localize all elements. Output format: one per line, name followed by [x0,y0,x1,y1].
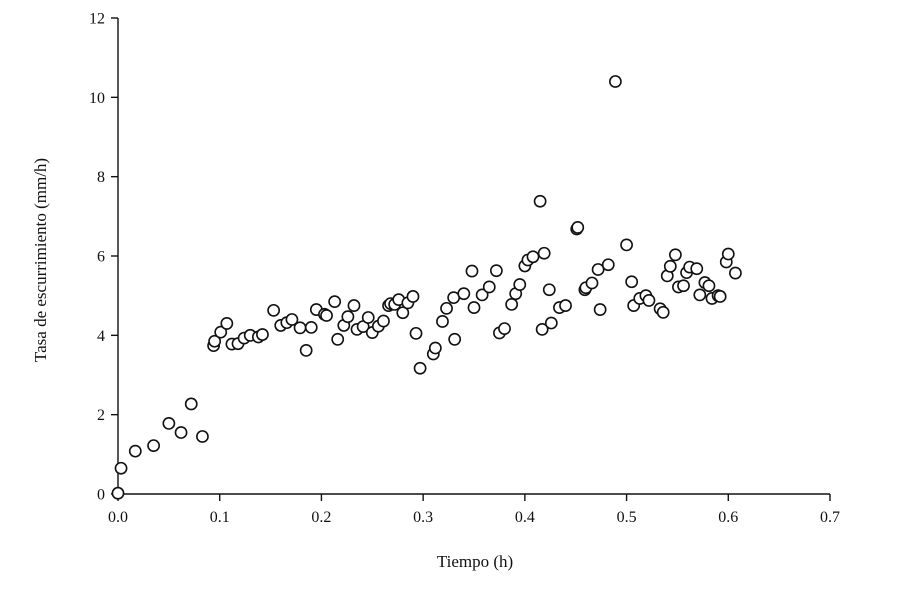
data-point [537,246,551,260]
y-tick-label: 8 [97,169,105,186]
data-point [347,299,361,312]
y-tick-label: 12 [89,11,105,28]
data-point [482,280,496,294]
data-point [601,258,615,272]
data-point [128,444,142,458]
data-point [436,315,449,328]
data-point [677,279,690,293]
data-point [571,221,585,234]
data-point [331,332,345,346]
data-point [320,309,333,322]
data-point [542,283,556,297]
data-point [341,310,355,324]
data-point [489,264,503,278]
y-tick-label: 4 [97,328,105,345]
data-point [544,316,558,330]
y-tick-label: 10 [89,90,105,107]
data-point [293,321,307,335]
data-point [608,75,622,88]
data-point [713,290,727,303]
data-point [559,299,572,312]
data-point [285,313,299,326]
data-point [256,328,269,341]
data-point [196,430,209,443]
x-tick-label: 0.3 [413,509,433,526]
data-point [535,322,549,336]
x-tick-label: 0.1 [210,509,230,526]
x-tick-label: 0.4 [515,509,535,526]
data-point [162,416,176,430]
data-point [498,322,511,335]
data-point [663,259,677,273]
data-point [428,341,442,355]
data-point [147,439,160,453]
data-point [406,290,420,303]
y-tick-label: 6 [97,249,105,266]
data-point [184,397,198,411]
data-point [690,262,704,276]
data-point [465,264,479,278]
data-point [396,306,410,320]
data-point [656,305,670,319]
data-point [668,248,682,262]
data-point [693,288,707,302]
data-point [361,311,375,324]
data-point [440,301,453,315]
data-point [585,276,599,290]
data-point [214,325,228,339]
data-point [467,301,481,314]
y-axis-label: Tasa de escurrimiento (mm/h) [31,158,50,362]
data-point [702,279,716,293]
data-point [111,486,125,500]
data-points [111,75,742,500]
x-tick-label: 0.7 [820,509,840,526]
data-point [625,275,639,289]
data-point [304,320,318,334]
data-point [448,332,462,346]
data-point [526,250,540,264]
data-point [377,314,390,328]
data-point [475,288,489,302]
data-point [114,461,128,475]
y-tick-label: 2 [97,407,105,424]
data-point [721,247,735,261]
data-point [642,294,656,307]
data-point [413,361,427,375]
data-point [220,317,234,330]
data-point [505,297,519,311]
data-point [409,326,423,340]
y-axis: 0 2 4 6 8 10 12 [89,11,119,504]
x-tick-label: 0.5 [617,509,637,526]
data-point [208,334,222,348]
data-point [299,344,313,357]
x-tick-label: 0.6 [718,509,738,526]
data-point [457,287,471,301]
data-point [593,303,607,316]
x-tick-label: 0.2 [311,509,331,526]
data-point [267,303,281,317]
x-tick-label: 0.0 [108,509,128,526]
x-axis-label: Tiempo (h) [437,552,513,571]
data-point [174,426,188,439]
x-axis: 0.0 0.1 0.2 0.3 0.4 0.5 0.6 0.7 [108,493,840,526]
data-point [729,266,742,280]
data-point [591,263,605,276]
data-point [513,278,527,291]
data-point [533,194,547,208]
y-tick-label: 0 [97,487,105,504]
data-point [328,295,342,309]
data-point [620,238,633,252]
